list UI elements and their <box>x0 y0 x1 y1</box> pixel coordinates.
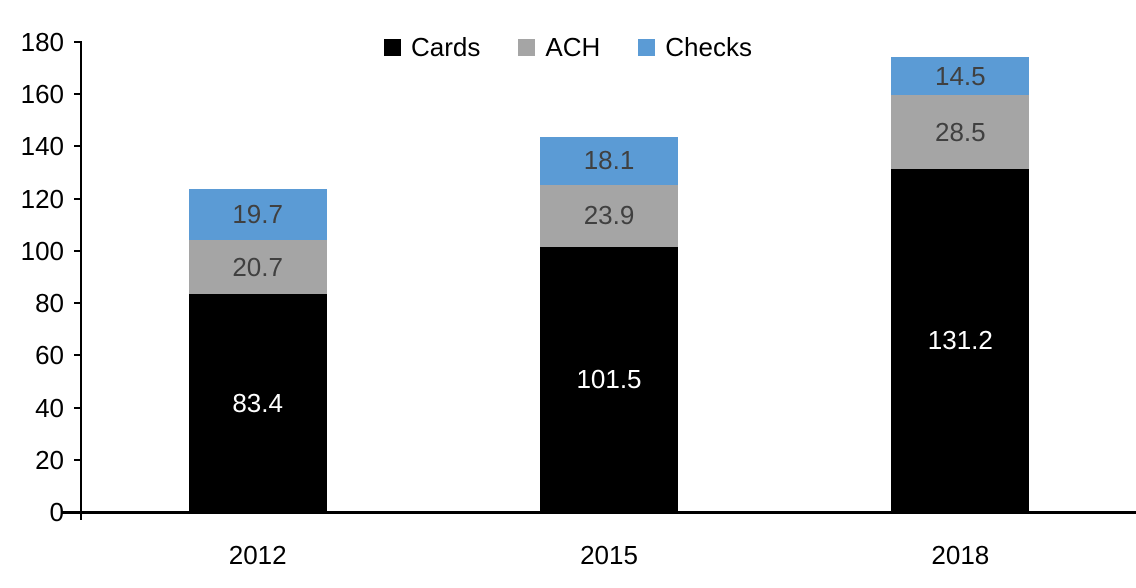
bar-segment-cards-2015: 101.5 <box>540 246 678 512</box>
bar-value-label: 101.5 <box>576 363 642 394</box>
y-tick-label: 140 <box>20 131 64 162</box>
bar-segment-ach-2015: 23.9 <box>540 184 678 247</box>
x-axis-line <box>62 511 1136 514</box>
legend-swatch-cards-icon <box>384 39 402 56</box>
bar-value-label: 19.7 <box>232 198 283 229</box>
legend-label-ach: ACH <box>545 32 601 62</box>
bar-segment-cards-2018: 131.2 <box>891 169 1030 512</box>
x-axis-label-2012: 2012 <box>228 540 287 570</box>
y-tick-mark <box>74 93 82 96</box>
bar-value-label: 28.5 <box>935 116 986 147</box>
legend-swatch-checks-icon <box>638 39 656 56</box>
x-axis-label-2018: 2018 <box>931 540 990 570</box>
bar-value-label: 20.7 <box>232 251 283 282</box>
y-tick-mark <box>74 302 82 305</box>
y-tick-mark <box>74 41 82 43</box>
y-tick-mark <box>74 354 82 357</box>
y-tick-label: 100 <box>20 235 64 266</box>
y-tick-mark <box>74 145 82 148</box>
bar-segment-checks-2012: 19.7 <box>188 188 327 241</box>
y-tick-label: 120 <box>20 183 64 214</box>
legend-item-ach: ACH <box>518 32 600 63</box>
y-tick-label: 40 <box>35 392 64 423</box>
y-tick-mark <box>74 458 82 461</box>
y-tick-mark <box>74 197 82 200</box>
chart-legend: Cards ACH Checks <box>0 32 1136 63</box>
bar-value-label: 14.5 <box>935 60 986 91</box>
x-axis-label-2015: 2015 <box>580 540 638 570</box>
y-tick-label: 20 <box>35 444 64 475</box>
bar-segment-checks-2015: 18.1 <box>540 137 678 185</box>
y-tick-label: 160 <box>20 79 64 110</box>
bar-segment-checks-2018: 14.5 <box>891 57 1030 95</box>
y-tick-mark <box>74 406 82 409</box>
y-axis-line <box>80 42 82 520</box>
legend-label-checks: Checks <box>665 32 752 62</box>
legend-label-cards: Cards <box>411 32 481 62</box>
y-tick-mark <box>74 249 82 252</box>
legend-item-cards: Cards <box>384 32 480 63</box>
bar-segment-ach-2012: 20.7 <box>188 240 327 295</box>
legend-swatch-ach-icon <box>518 39 536 56</box>
bar-value-label: 83.4 <box>232 387 283 418</box>
y-tick-label: 180 <box>20 27 64 57</box>
bar-segment-cards-2012: 83.4 <box>188 294 327 512</box>
bar-value-label: 131.2 <box>927 325 993 356</box>
y-tick-label: 60 <box>35 340 64 371</box>
bar-value-label: 23.9 <box>583 200 635 231</box>
bar-value-label: 18.1 <box>583 145 635 176</box>
y-tick-label: 0 <box>49 497 64 527</box>
legend-item-checks: Checks <box>638 32 752 63</box>
bar-segment-ach-2018: 28.5 <box>891 95 1030 170</box>
y-tick-label: 80 <box>35 288 64 319</box>
